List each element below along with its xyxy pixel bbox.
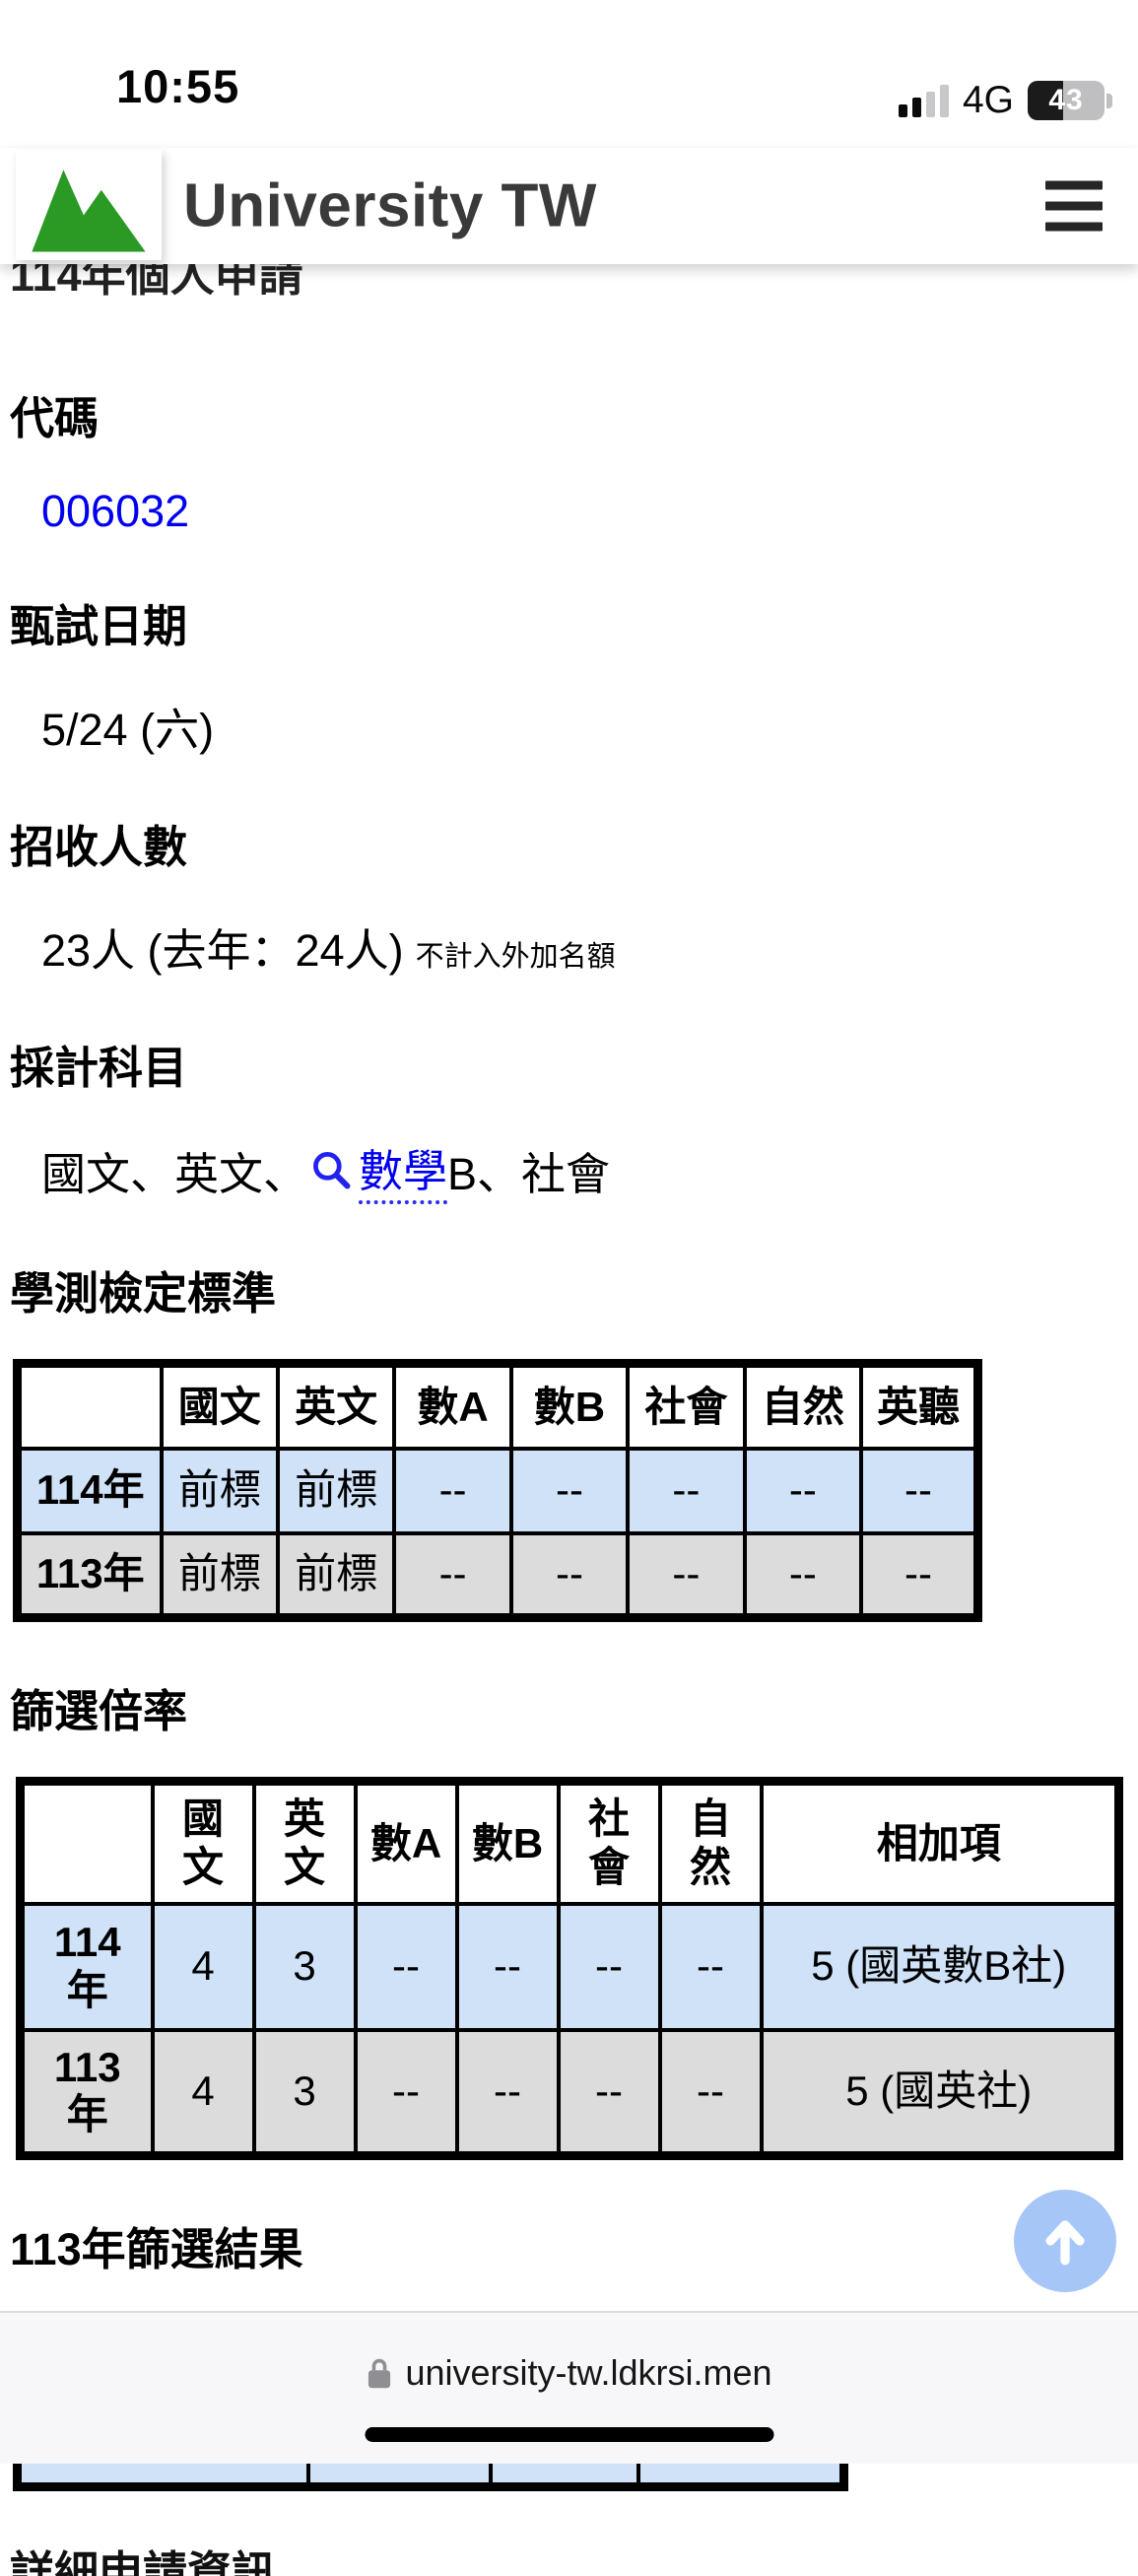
site-header: University TW xyxy=(0,148,1138,264)
page-content: 114年個人申請 代碼 006032 甄試日期 5/24 (六) 招收人數 23… xyxy=(0,264,1138,2576)
column-header: 社會 xyxy=(556,1779,662,1906)
table-cell: -- xyxy=(742,1446,864,1535)
battery-cap xyxy=(1106,93,1112,108)
table-cell: 前標 xyxy=(159,1446,280,1535)
table-cell: -- xyxy=(392,1446,513,1535)
site-title: University TW xyxy=(183,171,597,240)
table-cell: -- xyxy=(859,1446,980,1535)
column-header: 數B xyxy=(454,1779,561,1906)
gsat-standard-table: 國文 英文 數A 數B 社會 自然 英聽 114年 前標 前標 -- -- --… xyxy=(13,1359,982,1622)
table-cell: -- xyxy=(556,1901,662,2032)
column-header: 自然 xyxy=(657,1779,764,1906)
exam-date-value: 5/24 (六) xyxy=(41,705,215,755)
battery-fill xyxy=(1028,81,1063,120)
network-type-label: 4G xyxy=(962,79,1014,121)
page-heading-clipped: 114年個人申請 xyxy=(10,264,303,301)
table-cell: -- xyxy=(657,2027,764,2158)
status-bar: 10:55 4G 43 xyxy=(0,0,1138,148)
lock-icon xyxy=(368,2358,391,2389)
scroll-to-top-button[interactable] xyxy=(1014,2190,1116,2292)
table-cell: 4 xyxy=(150,1901,256,2032)
admission-note: 不計入外加名額 xyxy=(415,941,616,973)
column-header: 英文 xyxy=(275,1361,397,1451)
subjects-value: 國文、英文、 數學 B、社會 xyxy=(41,1135,1138,1204)
corner-cell xyxy=(15,1361,164,1451)
arrow-up-icon xyxy=(1045,2220,1085,2266)
battery-icon: 43 xyxy=(1028,81,1112,120)
table-row: 114年 4 3 -- -- -- -- 5 (國英數B社) xyxy=(18,1901,1121,2032)
table-cell: -- xyxy=(657,1901,764,2032)
mountain-logo-icon xyxy=(32,169,146,252)
column-header: 相加項 xyxy=(759,1779,1121,1906)
section-heading-screening-ratio: 篩選倍率 xyxy=(10,1686,188,1736)
table-cell: 4 xyxy=(150,2027,256,2158)
table-cell: 前標 xyxy=(275,1446,397,1535)
table-cell: 前標 xyxy=(159,1530,280,1620)
row-header-year: 114年 xyxy=(18,1901,155,2032)
table-cell: 5 (國英社) xyxy=(759,2027,1121,2158)
table-cell: -- xyxy=(508,1446,631,1535)
table-cell: 3 xyxy=(251,1901,358,2032)
section-heading-code: 代碼 xyxy=(10,393,100,443)
domain-text: university-tw.ldkrsi.men xyxy=(405,2352,772,2393)
column-header: 英聽 xyxy=(859,1361,980,1451)
row-header-year: 114年 xyxy=(15,1446,164,1535)
row-header-year: 113年 xyxy=(15,1530,164,1620)
table-cell: -- xyxy=(353,1901,459,2032)
column-header: 數B xyxy=(508,1361,631,1451)
next-section-heading-clipped: 詳細申請資訊 xyxy=(10,2547,277,2576)
table-cell: -- xyxy=(859,1530,980,1620)
subject-math-link[interactable]: 數學 xyxy=(359,1135,448,1204)
admission-count: 23人 (去年：24人) xyxy=(41,925,404,976)
battery-percent: 43 xyxy=(1048,84,1084,116)
table-cell: -- xyxy=(353,2027,459,2158)
section-heading-screening-result: 113年篩選結果 xyxy=(10,2224,303,2274)
column-header: 國文 xyxy=(150,1779,256,1906)
table-cell: -- xyxy=(556,2027,662,2158)
table-cell: -- xyxy=(508,1530,631,1620)
code-link[interactable]: 006032 xyxy=(41,486,190,536)
status-time: 10:55 xyxy=(116,60,240,112)
column-header: 社會 xyxy=(626,1361,747,1451)
table-cell: -- xyxy=(454,2027,561,2158)
table-cell: -- xyxy=(392,1530,513,1620)
table-cell: 3 xyxy=(251,2027,358,2158)
table-cell: 前標 xyxy=(275,1530,397,1620)
table-cell: -- xyxy=(626,1446,747,1535)
table-row: 113年 前標 前標 -- -- -- -- -- xyxy=(15,1530,980,1620)
column-header: 數A xyxy=(392,1361,513,1451)
browser-url-bar: university-tw.ldkrsi.men xyxy=(0,2311,1138,2464)
subjects-before: 國文、英文、 xyxy=(41,1148,308,1199)
column-header: 數A xyxy=(353,1779,459,1906)
home-indicator[interactable] xyxy=(365,2427,773,2442)
row-header-year: 113年 xyxy=(18,2027,155,2158)
column-header: 自然 xyxy=(742,1361,864,1451)
corner-cell xyxy=(18,1779,155,1906)
table-cell: 5 (國英數B社) xyxy=(759,1901,1121,2032)
table-cell: -- xyxy=(626,1530,747,1620)
section-heading-exam-date: 甄試日期 xyxy=(10,601,188,651)
column-header: 英文 xyxy=(251,1779,358,1906)
menu-hamburger-icon[interactable] xyxy=(1045,180,1103,232)
admission-value: 23人 (去年：24人) 不計入外加名額 xyxy=(41,915,1138,979)
section-heading-subjects: 採計科目 xyxy=(10,1043,188,1093)
section-heading-gsat-standard: 學測檢定標準 xyxy=(10,1268,277,1319)
cellular-signal-icon xyxy=(898,84,949,117)
screening-ratio-table: 國文 英文 數A 數B 社會 自然 相加項 114年 4 3 -- -- -- … xyxy=(16,1777,1123,2160)
table-row: 114年 前標 前標 -- -- -- -- -- xyxy=(15,1446,980,1535)
column-header: 國文 xyxy=(159,1361,280,1451)
section-heading-admission: 招收人數 xyxy=(10,822,188,872)
site-logo[interactable] xyxy=(16,150,162,260)
table-row: 113年 4 3 -- -- -- -- 5 (國英社) xyxy=(18,2027,1121,2158)
search-icon[interactable] xyxy=(309,1148,353,1191)
subjects-after: B、社會 xyxy=(447,1148,611,1199)
table-cell: -- xyxy=(454,1901,561,2032)
address-field[interactable]: university-tw.ldkrsi.men xyxy=(0,2352,1138,2394)
table-cell: -- xyxy=(742,1530,864,1620)
status-indicators: 4G 43 xyxy=(898,79,1112,122)
